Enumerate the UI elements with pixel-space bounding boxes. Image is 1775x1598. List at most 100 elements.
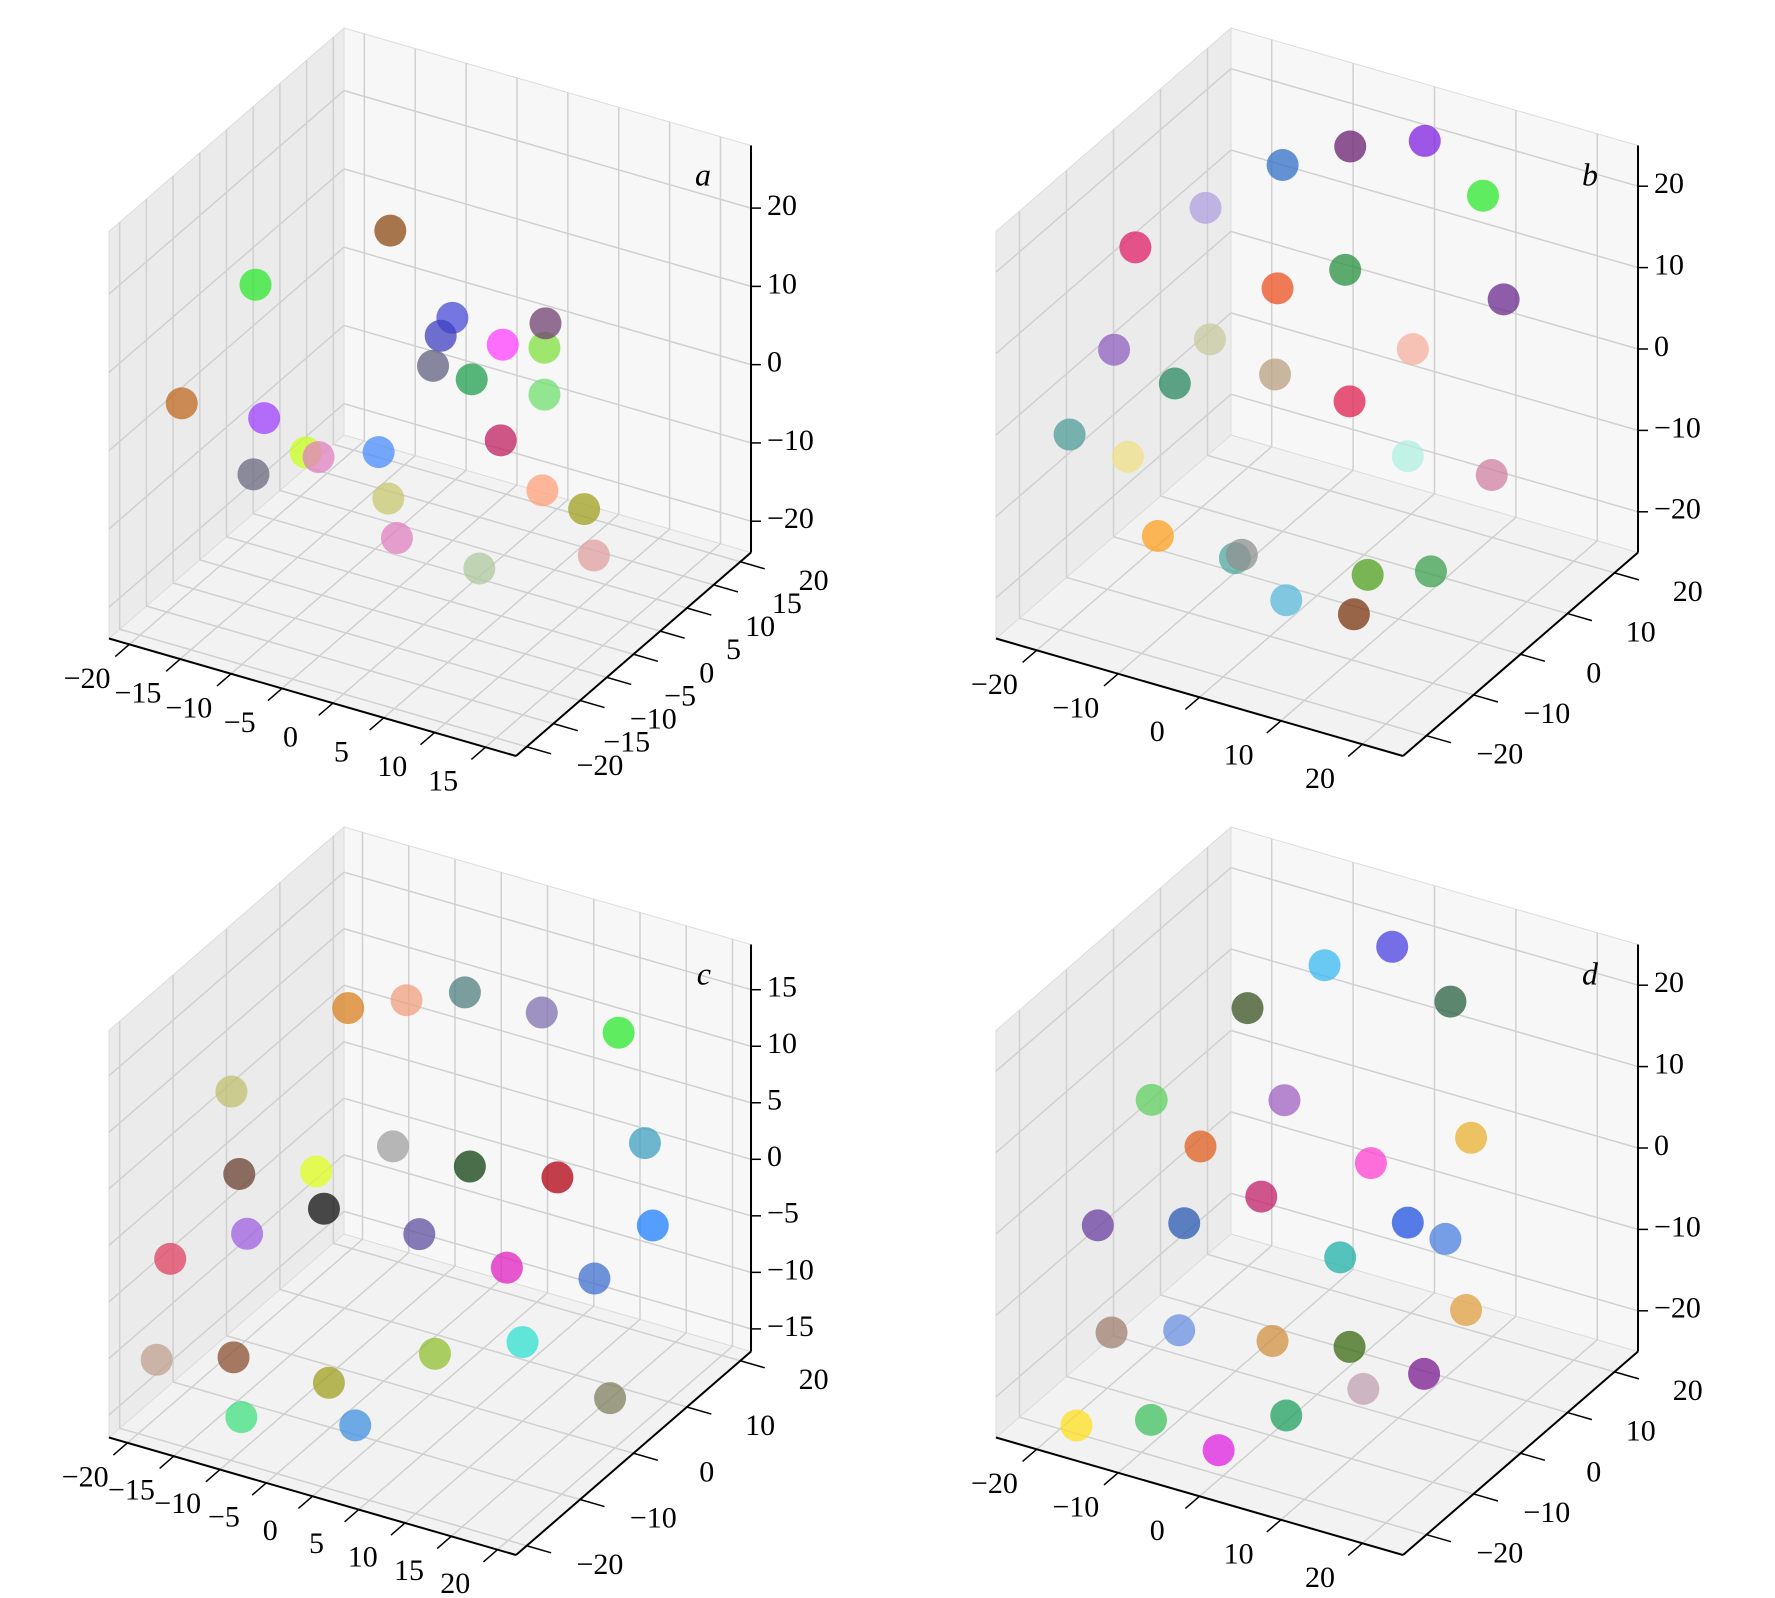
grid-line xyxy=(995,312,1232,517)
x-tick-label: −10 xyxy=(1052,1490,1099,1523)
cluster-point xyxy=(154,1242,187,1275)
cluster-point xyxy=(339,1409,372,1442)
y-tick-label: 10 xyxy=(745,1409,775,1442)
grid-line xyxy=(1230,149,1639,269)
cluster-point xyxy=(140,1343,173,1376)
cluster-point xyxy=(1467,179,1500,212)
tick-mark xyxy=(1426,734,1452,744)
cluster-point xyxy=(372,482,405,515)
grid-line xyxy=(108,324,345,530)
grid-line xyxy=(108,1154,345,1359)
grid-line xyxy=(995,1029,1232,1235)
tick-mark xyxy=(713,584,739,593)
tick-mark xyxy=(1022,649,1038,664)
cluster-point xyxy=(1408,124,1441,157)
tick-mark xyxy=(686,1406,712,1415)
tick-mark xyxy=(633,1452,659,1462)
tick-mark xyxy=(420,731,436,746)
cluster-point xyxy=(1189,191,1222,224)
grid-line xyxy=(1207,454,1615,574)
y-tick-label: 0 xyxy=(1586,1455,1601,1488)
y-tick-label: 10 xyxy=(1626,616,1656,649)
cluster-point xyxy=(223,1157,256,1190)
tick-mark xyxy=(1103,1472,1119,1486)
grid-line xyxy=(1207,1253,1615,1373)
grid-line xyxy=(1230,1192,1639,1312)
cluster-point xyxy=(490,1251,523,1284)
cluster-point xyxy=(526,474,559,507)
cluster-point xyxy=(1450,1294,1483,1327)
cluster-point xyxy=(332,992,365,1025)
tick-mark xyxy=(579,699,605,709)
cluster-point xyxy=(1184,1130,1217,1163)
cluster-point xyxy=(418,1337,451,1370)
grid-line xyxy=(119,1427,527,1547)
grid-line xyxy=(343,1097,752,1217)
y-tick-label: −10 xyxy=(630,1502,677,1535)
tick-mark xyxy=(1473,1493,1499,1502)
grid-line xyxy=(343,168,752,288)
cluster-point xyxy=(1259,358,1292,391)
z-tick-label: 0 xyxy=(1654,330,1669,363)
grid-line xyxy=(995,867,1232,1072)
cluster-point xyxy=(1168,1207,1201,1240)
z-tick-label: −5 xyxy=(767,1197,799,1230)
panel-label: b xyxy=(1582,156,1598,192)
grid-line xyxy=(146,605,554,725)
cluster-point xyxy=(1261,272,1294,305)
cluster-point xyxy=(1434,985,1467,1018)
x-tick-label: 20 xyxy=(1305,1561,1335,1594)
x-tick-label: 10 xyxy=(1224,738,1254,771)
cluster-point xyxy=(602,1016,635,1049)
y-tick-label: 10 xyxy=(1626,1415,1656,1448)
tick-mark xyxy=(1520,1452,1546,1462)
x-tick-label: −5 xyxy=(224,706,256,739)
x-tick-label: 10 xyxy=(348,1540,378,1573)
y-tick-label: −15 xyxy=(603,726,650,759)
tick-mark xyxy=(1567,612,1593,622)
grid-line xyxy=(1160,495,1568,615)
y-tick-label: 0 xyxy=(1586,656,1601,689)
tick-mark xyxy=(114,643,130,658)
z-tick-label: −20 xyxy=(767,502,814,535)
y-axis xyxy=(1402,1350,1639,1556)
cluster-point xyxy=(1119,231,1152,264)
grid-line xyxy=(108,168,345,373)
y-tick-label: −20 xyxy=(1476,738,1523,771)
cluster-point xyxy=(529,307,562,340)
y-tick-label: 20 xyxy=(1673,1374,1703,1407)
cluster-point xyxy=(225,1401,258,1434)
x-tick-label: −20 xyxy=(62,1460,109,1493)
cluster-point xyxy=(448,976,481,1009)
cluster-point xyxy=(1134,1403,1167,1436)
x-tick-label: −20 xyxy=(64,662,111,695)
cluster-point xyxy=(1225,538,1258,571)
cluster-point xyxy=(1324,1241,1357,1274)
z-tick-label: 5 xyxy=(767,1084,782,1117)
grid-line xyxy=(333,1242,741,1362)
cluster-point xyxy=(578,1262,611,1295)
cluster-point xyxy=(1391,440,1424,473)
tick-mark xyxy=(1266,1519,1282,1533)
z-tick-label: −10 xyxy=(1654,411,1701,444)
grid-line xyxy=(172,582,581,702)
y-tick-label: −10 xyxy=(1523,1496,1570,1529)
cluster-point xyxy=(300,1155,333,1188)
cluster-point xyxy=(417,349,450,382)
grid-line xyxy=(108,1041,345,1246)
tick-mark xyxy=(482,1549,499,1563)
tick-mark xyxy=(1567,1411,1593,1421)
grid-line xyxy=(1066,1375,1474,1495)
grid-line xyxy=(343,928,752,1047)
grid-line xyxy=(119,628,527,748)
cluster-point xyxy=(1135,1083,1168,1116)
z-tick-label: 10 xyxy=(767,1027,797,1060)
z-tick-label: 0 xyxy=(1654,1129,1669,1162)
z-tick-label: 20 xyxy=(767,189,797,222)
tick-mark xyxy=(112,1442,128,1456)
tick-mark xyxy=(686,607,712,616)
z-tick-label: −10 xyxy=(767,1253,814,1286)
x-tick-label: −5 xyxy=(208,1500,240,1533)
